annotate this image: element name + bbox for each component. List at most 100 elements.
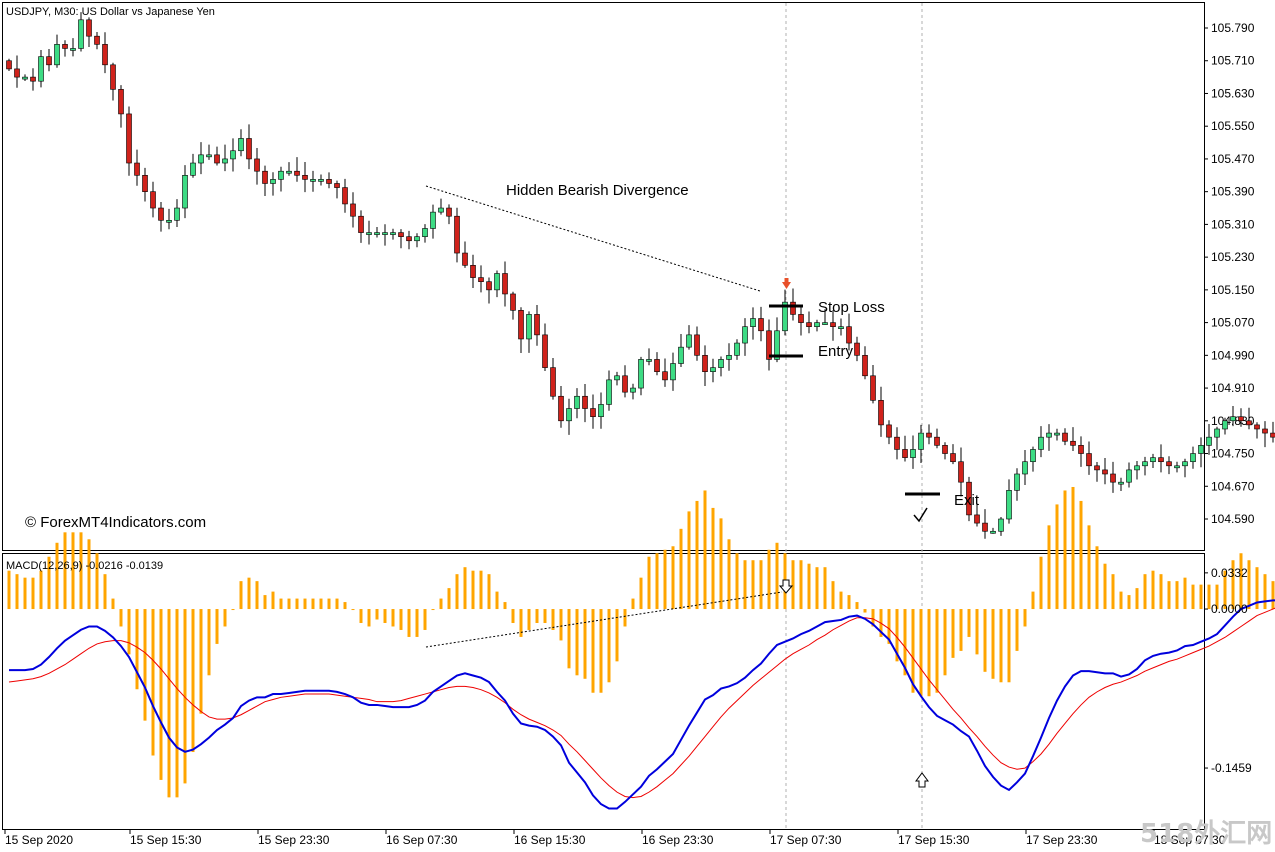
histogram-bar — [551, 609, 555, 630]
histogram-bar — [591, 609, 595, 693]
candle — [1142, 461, 1148, 467]
candle — [406, 236, 412, 242]
time-tick-label: 15 Sep 23:30 — [258, 833, 330, 847]
exit-label: Exit — [954, 492, 980, 509]
candle — [1190, 453, 1196, 463]
candle — [190, 162, 196, 176]
candle — [390, 232, 396, 235]
histogram-bar — [223, 609, 227, 627]
histogram-bar — [1191, 584, 1195, 610]
histogram-bar — [567, 609, 571, 669]
candle — [62, 44, 68, 49]
histogram-bar — [695, 500, 699, 610]
histogram-bar — [639, 577, 643, 610]
candle — [846, 326, 852, 344]
candle — [1182, 461, 1188, 467]
candle — [902, 449, 908, 458]
candle — [1014, 473, 1020, 491]
macd-line — [9, 599, 1275, 810]
histogram-bar — [1271, 581, 1275, 610]
candle — [726, 355, 732, 360]
histogram-bar — [831, 581, 835, 610]
candle — [630, 387, 636, 393]
candle — [766, 330, 772, 360]
candle — [854, 342, 860, 356]
histogram-bar — [1175, 581, 1179, 610]
candle — [950, 453, 956, 463]
histogram-bar — [671, 546, 675, 610]
price-tick-label: 105.710 — [1211, 54, 1255, 68]
candle — [1198, 445, 1204, 454]
up-arrow-icon — [915, 772, 929, 788]
histogram-bar — [1055, 504, 1059, 610]
histogram-bar — [631, 598, 635, 610]
candle — [1270, 432, 1275, 438]
candle — [222, 158, 228, 164]
histogram-bar — [15, 574, 19, 610]
candle — [182, 175, 188, 209]
candle — [1134, 465, 1140, 471]
candle — [1022, 461, 1028, 475]
histogram-bar — [319, 598, 323, 610]
candle — [550, 367, 556, 397]
down-arrow-icon — [778, 579, 794, 594]
histogram-bar — [279, 598, 283, 610]
chart-title: USDJPY, M30: US Dollar vs Japanese Yen — [6, 6, 215, 18]
histogram-bar — [1023, 609, 1027, 627]
candle — [318, 179, 324, 182]
histogram-bar — [967, 609, 971, 637]
time-tick-label: 16 Sep 07:30 — [386, 833, 458, 847]
histogram-bar — [247, 577, 251, 610]
histogram-bar — [1047, 525, 1051, 610]
candle — [1118, 481, 1124, 485]
histogram-bar — [799, 560, 803, 610]
candle — [6, 60, 12, 70]
price-tick-label: 105.230 — [1211, 250, 1255, 264]
histogram-bar — [983, 609, 987, 672]
histogram-bar — [383, 609, 387, 623]
candle — [774, 330, 780, 360]
candle — [646, 359, 652, 362]
histogram-bar — [655, 553, 659, 610]
price-axis: 105.790 105.710 105.630 105.550 105.470 105.3… — [1204, 21, 1255, 526]
candle — [142, 175, 148, 192]
histogram-bar — [943, 609, 947, 676]
candle — [1030, 449, 1036, 463]
candle — [1062, 432, 1068, 442]
histogram-bar — [1127, 595, 1131, 610]
candle — [158, 207, 164, 221]
histogram-bar — [479, 570, 483, 610]
histogram-bar — [735, 553, 739, 610]
histogram-bar — [927, 609, 931, 697]
candle — [606, 379, 612, 405]
candle — [1086, 453, 1092, 467]
candle — [878, 400, 884, 426]
histogram-bar — [207, 609, 211, 676]
candle — [1046, 432, 1052, 438]
histogram-bar — [1079, 500, 1083, 610]
candle — [118, 89, 124, 115]
candle — [638, 359, 644, 389]
candle — [486, 281, 492, 291]
candle — [1158, 457, 1164, 463]
candle — [1038, 436, 1044, 450]
check-mark-icon — [913, 507, 928, 523]
histogram-bar — [511, 609, 515, 623]
candle — [1230, 416, 1236, 422]
candle — [990, 530, 996, 534]
histogram-bar — [839, 591, 843, 610]
histogram-bar — [1255, 567, 1259, 610]
histogram-bar — [351, 609, 355, 611]
candle — [30, 76, 36, 82]
candle — [830, 322, 836, 327]
macd-tick-label: 0.0332 — [1211, 566, 1248, 580]
histogram-bar — [711, 507, 715, 610]
candle — [894, 436, 900, 450]
histogram-bar — [487, 574, 491, 610]
price-pane-frame — [2, 2, 1205, 551]
candle — [1238, 416, 1244, 422]
candle — [22, 76, 28, 80]
histogram-bar — [399, 609, 403, 630]
histogram-bar — [255, 581, 259, 610]
candle — [374, 232, 380, 235]
